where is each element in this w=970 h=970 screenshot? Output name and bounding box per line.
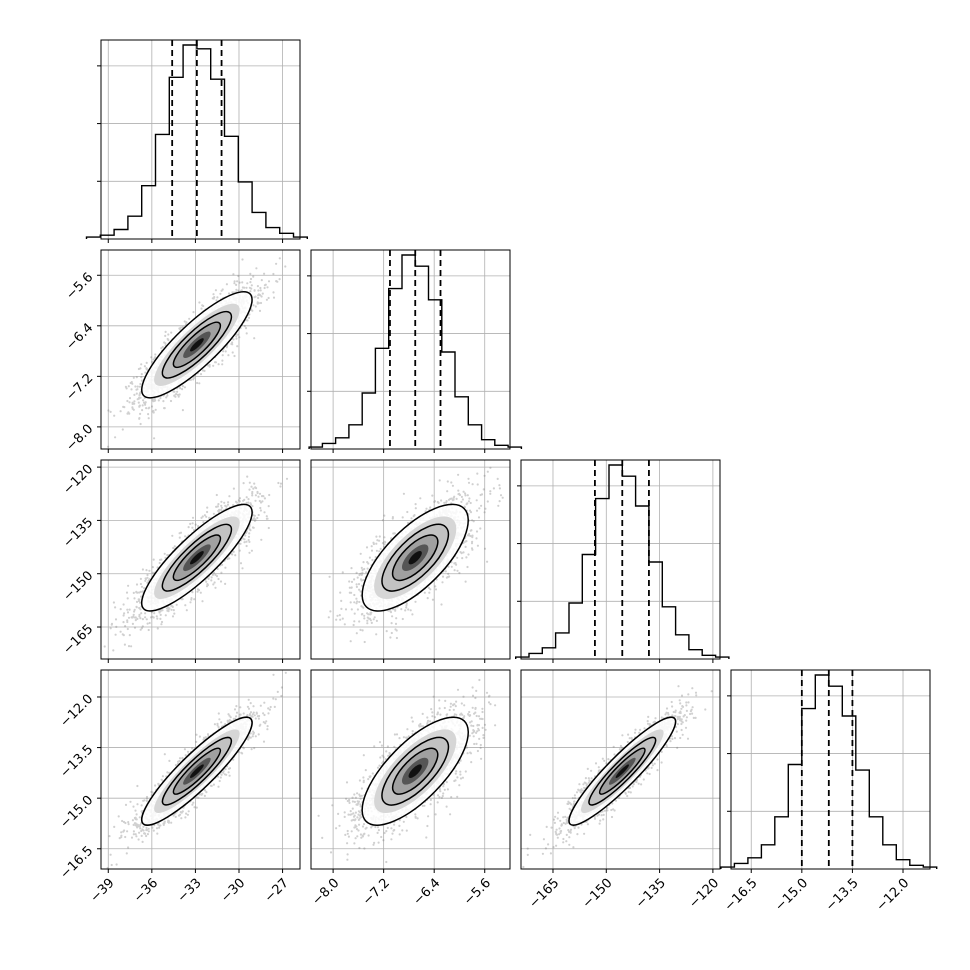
histogram-panel-4 — [720, 669, 938, 873]
y-tick-label: −135 — [60, 515, 96, 551]
y-tick-label: −165 — [60, 622, 96, 658]
density-panel-4-1 — [97, 669, 301, 873]
x-tick-label: −6.4 — [411, 876, 444, 909]
panel-frame — [310, 459, 511, 660]
density-level-6 — [408, 764, 422, 778]
y-tick-label: −8.0 — [63, 422, 96, 455]
y-tick-label: −150 — [60, 568, 96, 604]
histogram-panel-1 — [85, 39, 308, 243]
y-tick-label: −16.5 — [58, 843, 97, 882]
x-tick-label: −36 — [131, 876, 161, 906]
x-tick-label: −150 — [580, 876, 616, 912]
y-tick-label: −7.2 — [63, 371, 96, 404]
x-tick-label: −39 — [88, 876, 118, 906]
x-tick-label: −120 — [686, 876, 722, 912]
x-tick-label: −27 — [262, 876, 292, 906]
panel-frame — [310, 249, 511, 450]
x-tick-label: −12.0 — [874, 876, 913, 915]
x-tick-label: −15.0 — [772, 876, 811, 915]
density-panel-3-2 — [310, 459, 511, 663]
x-tick-label: −7.2 — [360, 876, 393, 909]
x-tick-label: −16.5 — [722, 876, 761, 915]
density-level-6 — [408, 551, 422, 565]
y-tick-label: −12.0 — [58, 692, 97, 731]
density-level-6 — [615, 764, 629, 778]
density-level-6 — [190, 338, 204, 352]
x-tick-label: −135 — [633, 876, 669, 912]
y-tick-label: −6.4 — [63, 321, 96, 354]
panel-frame — [310, 669, 511, 870]
panel-frame — [100, 249, 301, 450]
x-tick-label: −8.0 — [309, 876, 342, 909]
panel-frame — [100, 459, 301, 660]
x-tick-label: −13.5 — [823, 876, 862, 915]
y-tick-label: −5.6 — [63, 270, 96, 303]
density-panel-4-3 — [520, 669, 721, 873]
x-tick-label: −30 — [218, 876, 248, 906]
x-tick-label: −5.6 — [461, 876, 494, 909]
panel-frame — [520, 459, 721, 660]
density-level-6 — [189, 764, 204, 778]
x-tick-label: −165 — [526, 876, 562, 912]
y-tick-label: −13.5 — [58, 742, 97, 781]
density-panel-2-1 — [97, 249, 301, 453]
histogram-panel-2 — [307, 249, 523, 453]
panel-frame — [100, 669, 301, 870]
density-level-6 — [190, 551, 204, 565]
histogram-panel-3 — [515, 459, 730, 663]
y-tick-label: −120 — [60, 462, 96, 498]
panel-frame — [730, 669, 931, 870]
density-panel-4-2 — [310, 669, 511, 873]
panel-frame — [100, 39, 301, 240]
x-tick-label: −33 — [175, 876, 205, 906]
panel-frame — [520, 669, 721, 870]
histogram-1 — [85, 44, 308, 239]
density-panel-3-1 — [97, 459, 301, 663]
y-tick-label: −15.0 — [58, 793, 97, 832]
